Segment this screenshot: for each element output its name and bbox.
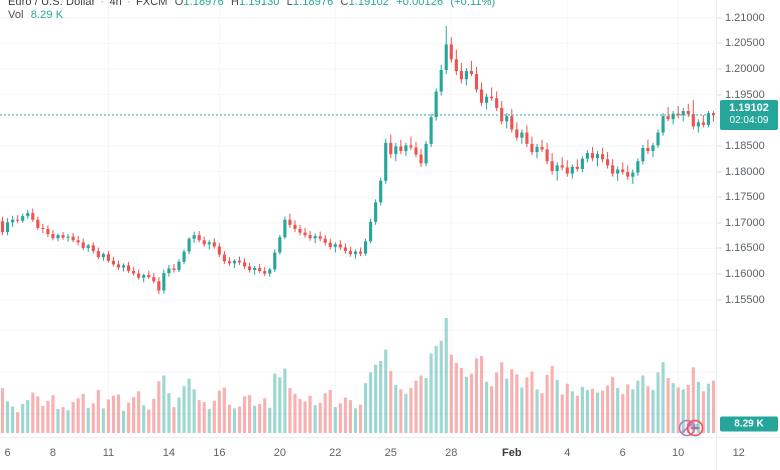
- time-tick-label: 6: [619, 447, 626, 459]
- time-tick-label: 25: [384, 447, 397, 459]
- price-tick-dash: [717, 68, 722, 70]
- time-tick-label: 16: [213, 447, 226, 459]
- time-tick-label: 11: [102, 447, 115, 459]
- price-tick-label: 1.21000: [725, 11, 765, 24]
- price-tick-dash: [717, 299, 722, 301]
- axis-corner: [716, 438, 780, 470]
- price-axis[interactable]: 1.19102 02:04:09 8.29 K 1.21000 1.20500 1.…: [716, 0, 780, 437]
- price-tick-label: 1.17000: [725, 216, 765, 229]
- price-tick-dash: [717, 273, 722, 275]
- brand-logo-icon: [678, 419, 704, 437]
- bar-countdown: 02:04:09: [729, 115, 769, 127]
- grid-layer: [0, 0, 716, 433]
- price-tick-label: 1.20000: [725, 62, 765, 75]
- time-tick-label: 12: [732, 447, 745, 459]
- time-tick-label: Feb: [502, 447, 522, 459]
- time-tick-label: 8: [49, 447, 56, 459]
- volume-badge: 8.29 K: [720, 416, 778, 432]
- price-tick-dash: [717, 196, 722, 198]
- price-tick-label: 1.16500: [725, 242, 765, 255]
- price-tick-label: 1.16000: [725, 268, 765, 281]
- time-tick-label: 6: [4, 447, 11, 459]
- time-tick-label: 20: [273, 447, 286, 459]
- price-tick-label: 1.15500: [725, 293, 765, 306]
- time-axis[interactable]: 6 8 11 14 16 20 22 25 28 Feb 4 6 10 12: [0, 437, 780, 470]
- current-price-value: 1.19102: [729, 102, 769, 115]
- price-tick-dash: [717, 17, 722, 19]
- price-tick-label: 1.17500: [725, 191, 765, 204]
- price-tick-label: 1.18000: [725, 165, 765, 178]
- price-tick-label: 1.20500: [725, 37, 765, 50]
- time-tick-label: 4: [564, 447, 571, 459]
- price-tick-dash: [717, 94, 722, 96]
- plot-area[interactable]: [0, 0, 716, 437]
- price-tick-label: 1.19500: [725, 88, 765, 101]
- time-tick-label: 14: [162, 447, 176, 459]
- time-tick-label: 22: [329, 447, 342, 459]
- time-tick-label: 28: [445, 447, 458, 459]
- price-tick-dash: [717, 247, 722, 249]
- price-tick-dash: [717, 171, 722, 173]
- price-tick-dash: [717, 42, 722, 44]
- time-tick-label: 10: [672, 447, 685, 459]
- price-tick-label: 1.18500: [725, 139, 765, 152]
- price-tick-dash: [717, 222, 722, 224]
- price-tick-dash: [717, 145, 722, 147]
- price-line-overlay: [0, 114, 716, 116]
- time-axis-ticks: 6 8 11 14 16 20 22 25 28 Feb 4 6 10 12: [0, 438, 745, 470]
- candlestick-series: [0, 25, 716, 433]
- current-price-badge: 1.19102 02:04:09: [720, 100, 778, 131]
